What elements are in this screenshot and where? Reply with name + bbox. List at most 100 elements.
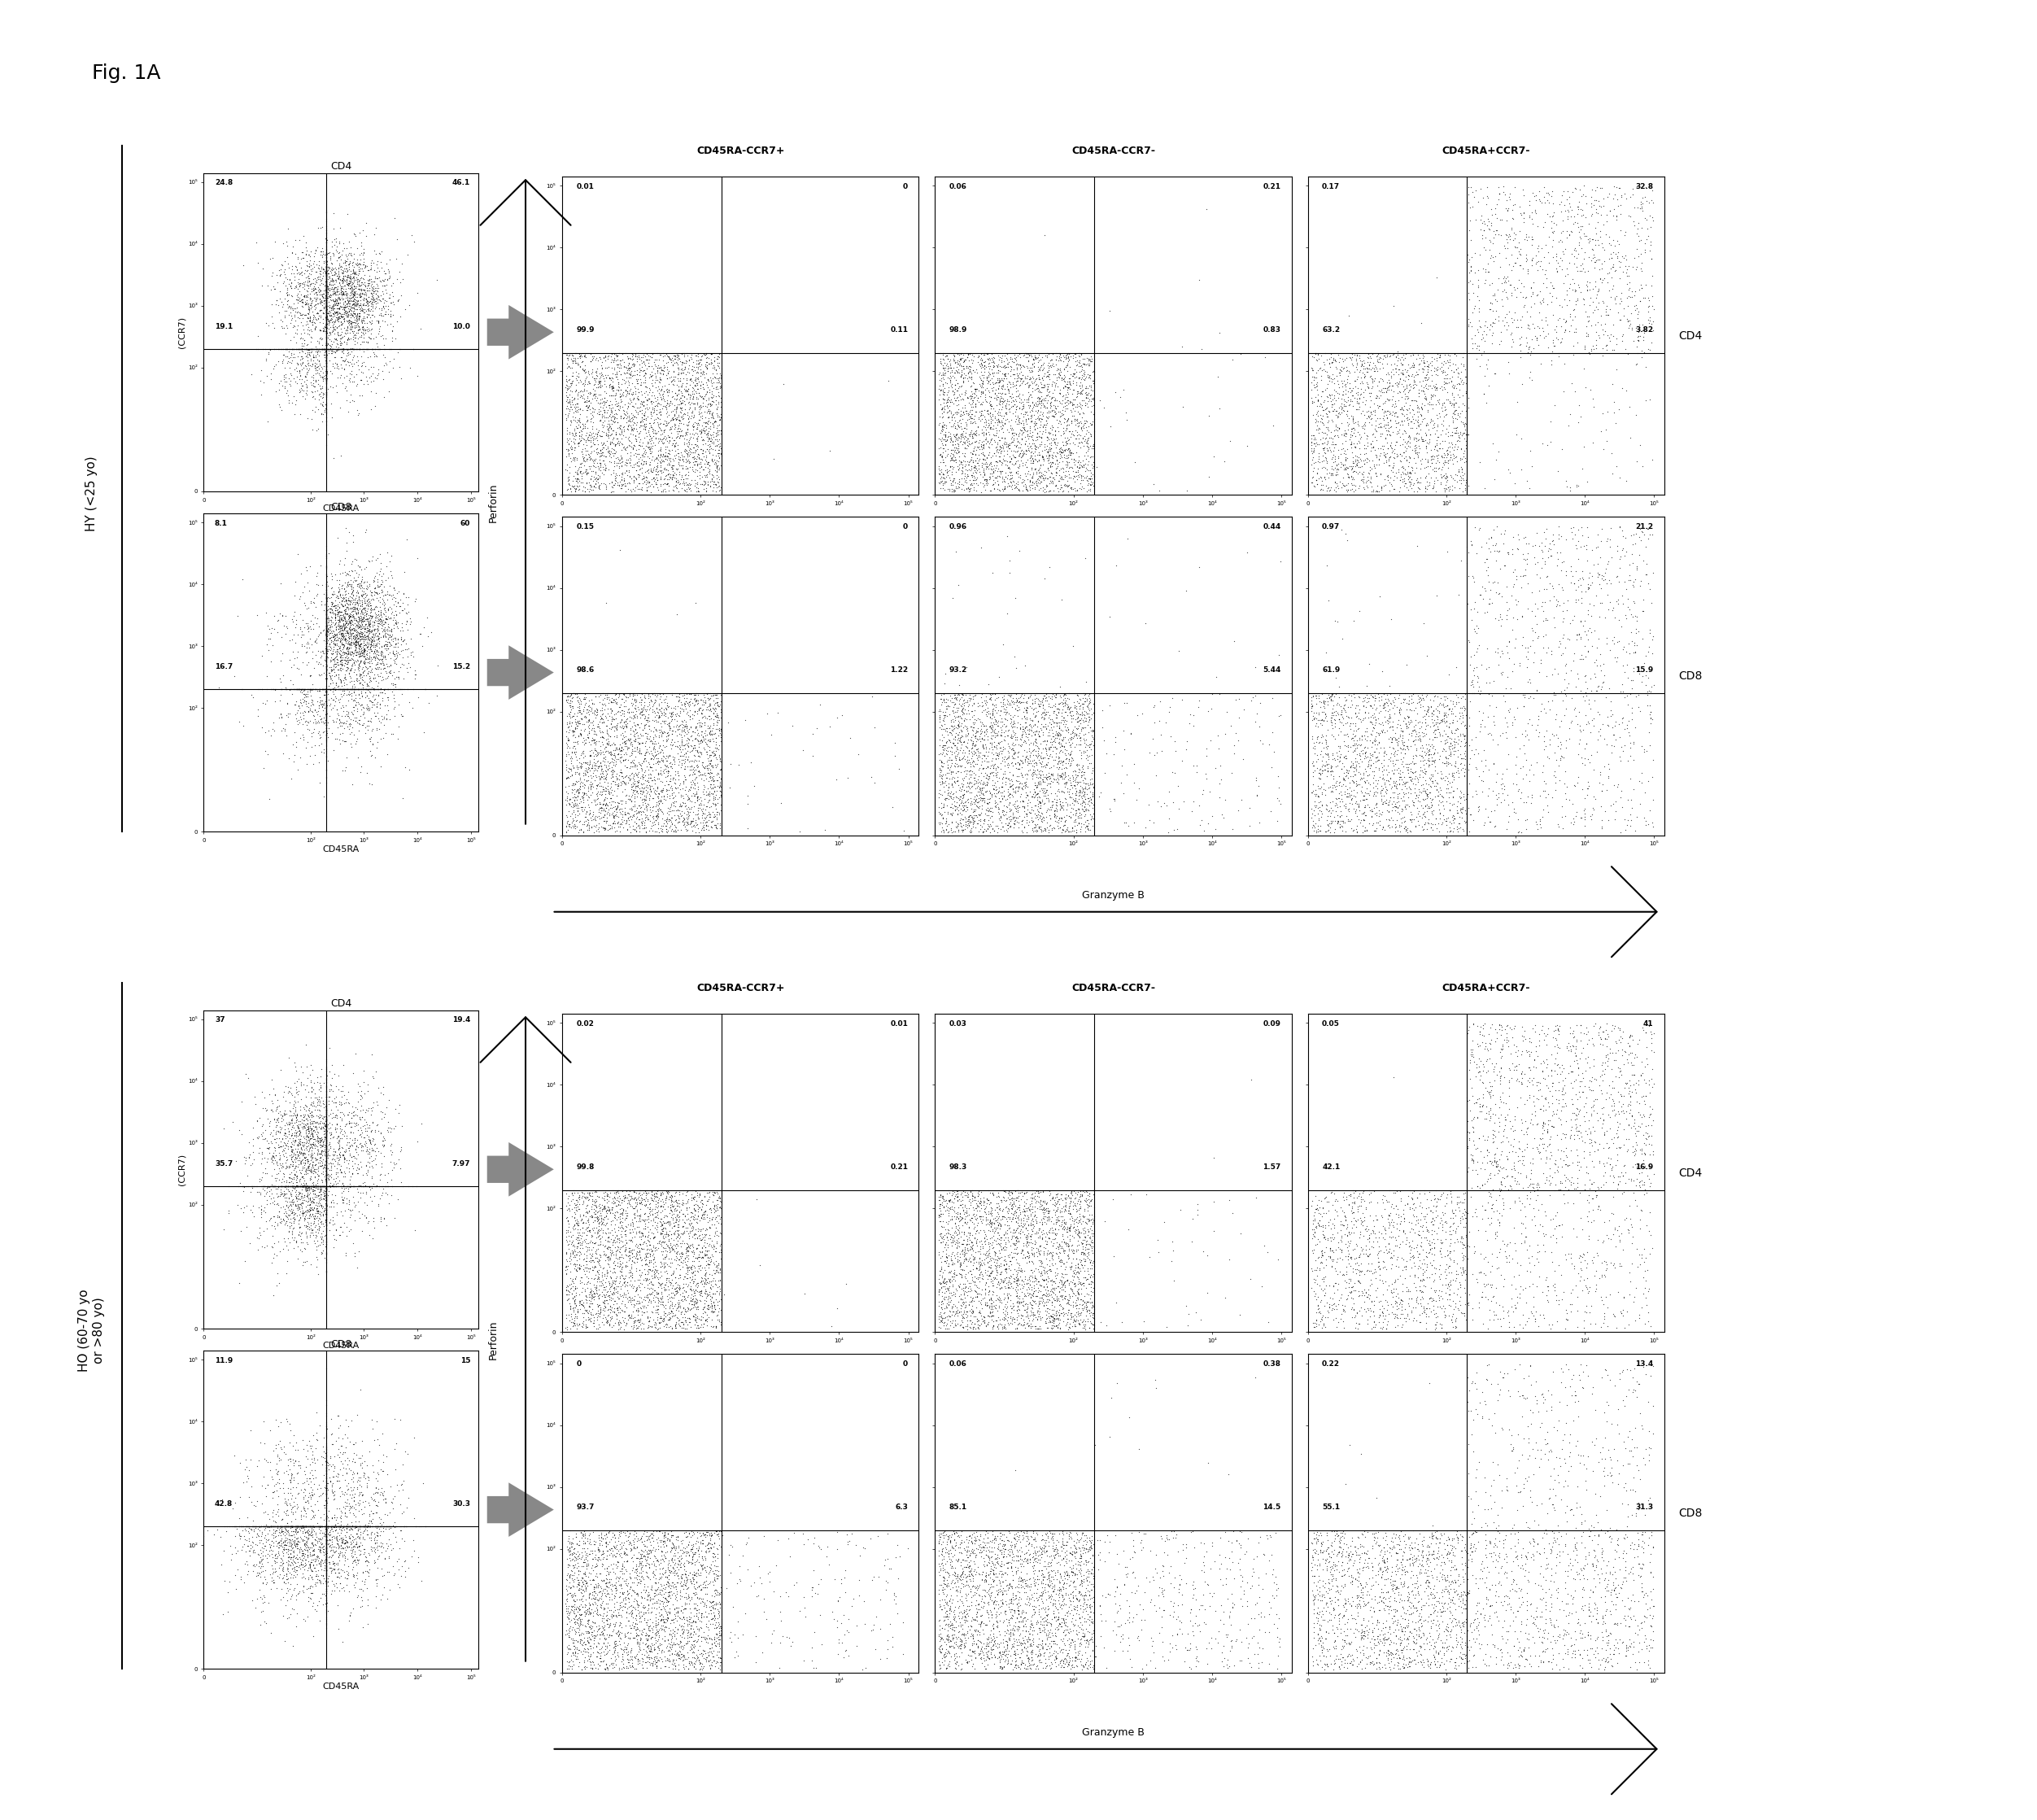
Point	[255, 1147, 287, 1176]
Point	[562, 1651, 595, 1680]
Point	[625, 1651, 658, 1680]
Point	[992, 1196, 1025, 1225]
Point	[291, 1172, 324, 1201]
Point	[656, 1623, 689, 1653]
Point	[310, 652, 342, 681]
Point	[365, 1205, 397, 1234]
Point	[1241, 1542, 1273, 1571]
Point	[310, 1527, 342, 1556]
Point	[996, 1205, 1029, 1234]
Point	[1595, 695, 1628, 724]
Point	[285, 617, 318, 646]
Point	[310, 335, 342, 364]
Point	[310, 1172, 342, 1201]
Point	[1440, 1554, 1473, 1583]
Point	[310, 280, 342, 309]
Point	[550, 406, 583, 435]
Point	[579, 695, 611, 724]
Point	[1591, 1148, 1623, 1178]
Point	[310, 675, 342, 704]
Point	[218, 1512, 251, 1542]
Point	[1342, 1256, 1375, 1285]
Point	[927, 464, 959, 493]
Point	[1448, 362, 1481, 391]
Point	[689, 728, 721, 757]
Point	[927, 1523, 959, 1552]
Point	[354, 1507, 387, 1536]
Point	[927, 379, 959, 408]
Point	[1418, 344, 1450, 373]
Point	[988, 1272, 1021, 1301]
Point	[1371, 1274, 1403, 1303]
Point	[336, 575, 369, 604]
Point	[326, 1529, 359, 1558]
Point	[350, 1512, 383, 1542]
Point	[340, 622, 373, 652]
Point	[955, 377, 988, 406]
Point	[352, 675, 385, 704]
Point	[682, 473, 715, 502]
Point	[931, 1207, 964, 1236]
Point	[648, 1179, 680, 1208]
Point	[562, 1560, 595, 1589]
Point	[1000, 766, 1033, 795]
Point	[1410, 708, 1442, 737]
Point	[668, 806, 701, 835]
Point	[615, 1312, 648, 1341]
Point	[310, 593, 342, 622]
Point	[925, 712, 957, 741]
Point	[1399, 435, 1432, 464]
Point	[336, 1460, 369, 1489]
Point	[330, 264, 363, 293]
Point	[1029, 393, 1061, 422]
Point	[593, 430, 625, 459]
Point	[959, 1227, 992, 1256]
Point	[705, 1620, 737, 1649]
Point	[310, 1096, 342, 1125]
Point	[385, 652, 418, 681]
Point	[310, 1512, 342, 1542]
Point	[350, 599, 383, 628]
Point	[348, 1460, 381, 1489]
Point	[310, 1512, 342, 1542]
Point	[970, 1516, 1002, 1545]
Point	[953, 684, 986, 713]
Point	[310, 342, 342, 371]
Point	[310, 701, 342, 730]
Point	[387, 1498, 420, 1527]
Point	[354, 679, 387, 708]
Point	[310, 1172, 342, 1201]
Point	[389, 557, 422, 586]
Point	[1004, 439, 1037, 468]
Point	[656, 728, 689, 757]
Point	[607, 728, 640, 757]
Point	[316, 293, 348, 322]
Point	[644, 400, 676, 430]
Point	[310, 335, 342, 364]
Point	[1004, 681, 1037, 710]
Point	[686, 375, 719, 404]
Point	[308, 304, 340, 333]
Point	[1023, 1636, 1055, 1665]
Point	[314, 582, 346, 612]
Point	[703, 1598, 735, 1627]
Point	[340, 581, 373, 610]
Point	[1055, 1290, 1088, 1319]
Point	[310, 621, 342, 650]
Point	[285, 286, 318, 315]
Point	[363, 606, 395, 635]
Point	[1450, 1203, 1483, 1232]
Point	[609, 746, 642, 775]
Point	[1479, 284, 1511, 313]
Point	[966, 1592, 998, 1622]
Point	[1544, 1012, 1577, 1041]
Point	[1634, 615, 1666, 644]
Point	[625, 679, 658, 708]
Point	[605, 1554, 638, 1583]
Point	[299, 1198, 332, 1227]
Point	[605, 388, 638, 417]
Point	[332, 639, 365, 668]
Point	[322, 608, 354, 637]
Point	[1061, 721, 1094, 750]
Point	[1463, 739, 1495, 768]
